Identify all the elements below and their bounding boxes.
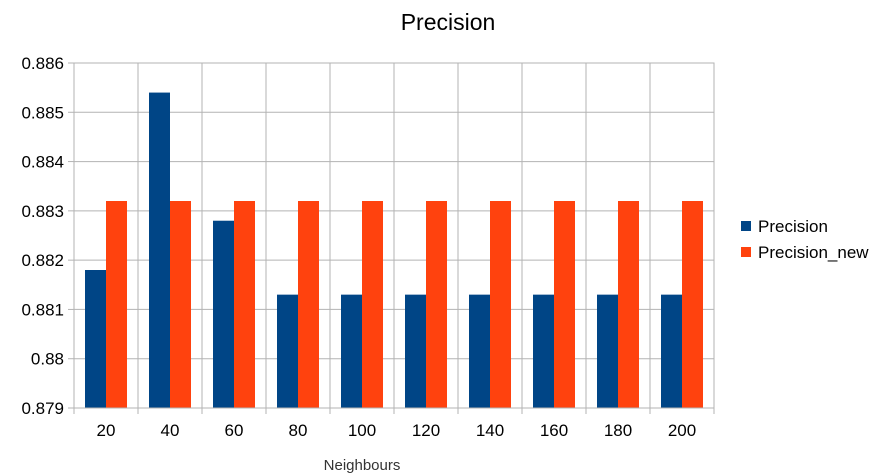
x-tick-label: 200 xyxy=(668,421,696,440)
bar-precision-new-60 xyxy=(234,201,255,408)
bar-precision-180 xyxy=(597,294,618,408)
chart-title: Precision xyxy=(401,9,496,35)
legend-label: Precision_new xyxy=(758,243,869,262)
bar-precision-200 xyxy=(661,294,682,408)
legend-swatch xyxy=(741,221,751,231)
plot-frame xyxy=(73,62,715,409)
bar-precision-new-20 xyxy=(106,201,127,408)
bar-precision-new-180 xyxy=(618,201,639,408)
x-tick-label: 20 xyxy=(97,421,116,440)
bar-precision-new-100 xyxy=(362,201,383,408)
axes xyxy=(73,62,715,409)
bar-precision-new-160 xyxy=(554,201,575,408)
x-tick-label: 80 xyxy=(289,421,308,440)
bar-precision-140 xyxy=(469,294,490,408)
bar-precision-new-80 xyxy=(298,201,319,408)
y-tick-label: 0.88 xyxy=(31,350,64,369)
y-tick-label: 0.885 xyxy=(21,103,64,122)
bar-precision-new-120 xyxy=(426,201,447,408)
bar-precision-100 xyxy=(341,294,362,408)
x-tick-label: 140 xyxy=(476,421,504,440)
y-tick-label: 0.879 xyxy=(21,399,64,418)
bar-precision-160 xyxy=(533,294,554,408)
bar-precision-20 xyxy=(85,270,106,408)
y-tick-label: 0.882 xyxy=(21,251,64,270)
x-tick-label: 40 xyxy=(161,421,180,440)
y-tick-label: 0.886 xyxy=(21,54,64,73)
x-tick-label: 60 xyxy=(225,421,244,440)
gridlines xyxy=(73,62,715,414)
bars xyxy=(85,92,703,409)
bar-precision-120 xyxy=(405,294,426,408)
y-tick-label: 0.883 xyxy=(21,202,64,221)
legend-label: Precision xyxy=(758,217,828,236)
bar-precision-new-200 xyxy=(682,201,703,408)
bar-precision-80 xyxy=(277,294,298,408)
y-axis-ticks: 0.879 0.88 0.881 0.882 0.883 0.884 0.885 0.886 xyxy=(21,54,74,418)
x-tick-label: 100 xyxy=(348,421,376,440)
bar-precision-new-40 xyxy=(170,201,191,408)
y-tick-label: 0.884 xyxy=(21,153,64,172)
x-tick-label: 160 xyxy=(540,421,568,440)
y-tick-label: 0.881 xyxy=(21,300,64,319)
legend-swatch xyxy=(741,247,751,257)
legend: Precision Precision_new xyxy=(741,217,869,262)
x-axis-ticks: 20 40 60 80 100 120 140 160 180 200 xyxy=(97,421,697,440)
bar-precision-40 xyxy=(149,92,170,409)
bar-precision-new-140 xyxy=(490,201,511,408)
x-tick-label: 120 xyxy=(412,421,440,440)
x-axis-title: Neighbours xyxy=(324,457,401,474)
bar-precision-60 xyxy=(213,220,234,408)
x-tick-label: 180 xyxy=(604,421,632,440)
